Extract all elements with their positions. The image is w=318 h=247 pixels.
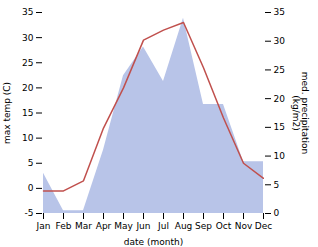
svg-text:Jun: Jun	[135, 221, 150, 231]
svg-text:35: 35	[22, 7, 33, 17]
svg-text:15: 15	[274, 122, 285, 132]
svg-text:Nov: Nov	[235, 221, 253, 231]
svg-text:10: 10	[22, 133, 34, 143]
svg-text:May: May	[114, 221, 133, 231]
svg-text:max temp (C): max temp (C)	[2, 82, 12, 144]
svg-text:20: 20	[274, 94, 286, 104]
svg-text:35: 35	[274, 7, 285, 17]
svg-text:-5: -5	[25, 208, 34, 218]
svg-text:10: 10	[274, 151, 286, 161]
svg-text:5: 5	[274, 180, 280, 190]
svg-text:Sep: Sep	[195, 221, 212, 231]
svg-text:15: 15	[22, 108, 33, 118]
svg-text:25: 25	[274, 65, 285, 75]
svg-text:30: 30	[22, 33, 34, 43]
svg-text:Mar: Mar	[75, 221, 92, 231]
svg-text:0: 0	[28, 183, 34, 193]
svg-text:25: 25	[22, 58, 33, 68]
svg-text:0: 0	[274, 208, 280, 218]
svg-text:20: 20	[22, 83, 34, 93]
svg-text:med. precipitation(kg/m2): med. precipitation(kg/m2)	[291, 72, 310, 154]
svg-text:Apr: Apr	[96, 221, 112, 231]
svg-text:Dec: Dec	[255, 221, 272, 231]
svg-text:date (month): date (month)	[124, 237, 183, 247]
svg-text:Oct: Oct	[216, 221, 232, 231]
svg-text:Aug: Aug	[175, 221, 193, 231]
svg-text:5: 5	[28, 158, 34, 168]
svg-text:Feb: Feb	[56, 221, 72, 231]
svg-text:Jan: Jan	[36, 221, 51, 231]
svg-text:30: 30	[274, 36, 286, 46]
svg-text:Jul: Jul	[157, 221, 169, 231]
